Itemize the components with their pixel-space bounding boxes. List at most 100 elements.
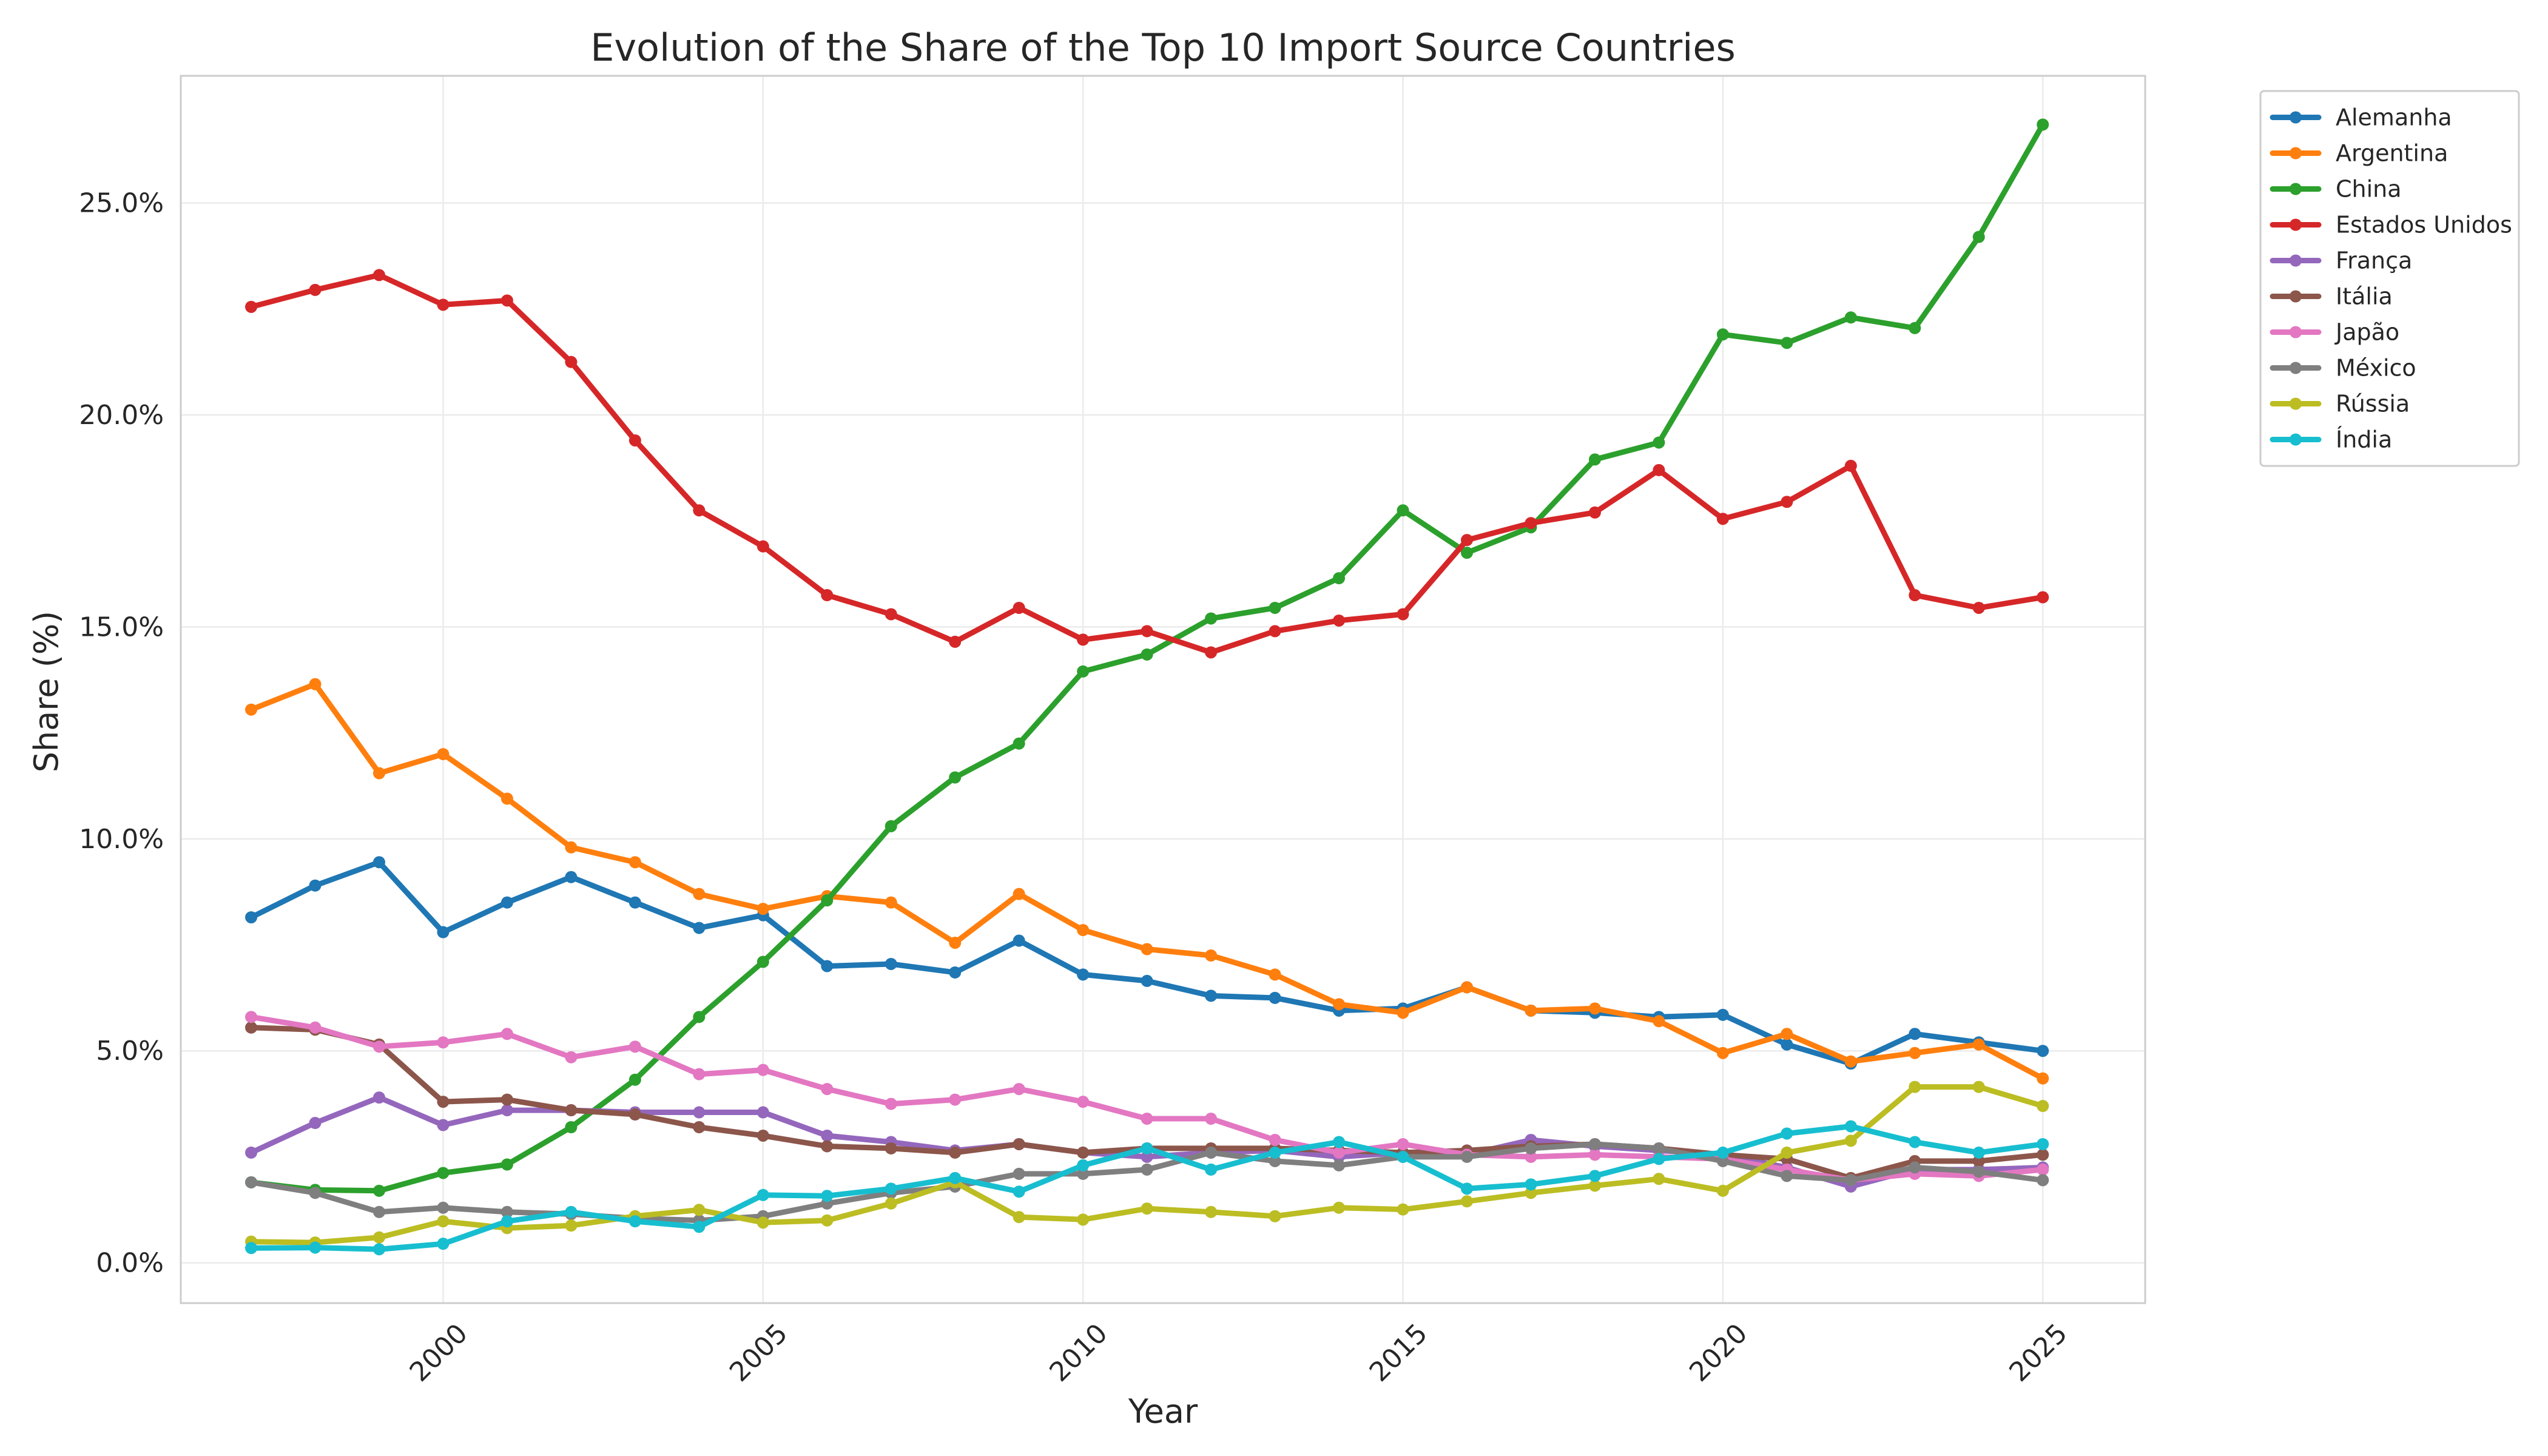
data-point xyxy=(2037,1045,2049,1057)
legend-item: Itália xyxy=(2270,283,2393,310)
data-point xyxy=(1909,1028,1921,1040)
data-point xyxy=(372,1243,385,1256)
data-point xyxy=(821,1129,834,1142)
data-point xyxy=(1653,436,1665,449)
y-tick-label: 5.0% xyxy=(96,1036,164,1067)
legend-items: Alemanha Argentina China Estados Unidos Fran… xyxy=(2270,104,2512,453)
data-point xyxy=(821,1083,834,1096)
data-point xyxy=(372,1184,385,1197)
legend-swatch-marker xyxy=(2290,254,2302,267)
data-point xyxy=(1269,1133,1281,1146)
data-point xyxy=(500,792,513,805)
chart-title: Evolution of the Share of the Top 10 Imp… xyxy=(590,25,1736,70)
data-point xyxy=(1525,1178,1537,1191)
data-point xyxy=(821,960,834,972)
data-point xyxy=(565,1219,578,1232)
data-point xyxy=(821,894,834,907)
data-point xyxy=(757,956,769,968)
data-point xyxy=(1909,1136,1921,1148)
legend-swatch-marker xyxy=(2290,218,2302,231)
data-point xyxy=(1716,1008,1729,1021)
data-point xyxy=(372,1040,385,1053)
legend-item: México xyxy=(2270,355,2416,382)
data-point xyxy=(1716,328,1729,341)
legend-swatch-marker xyxy=(2290,362,2302,374)
data-point xyxy=(245,911,258,924)
data-point xyxy=(1077,665,1090,678)
data-point xyxy=(1205,989,1218,1002)
data-point xyxy=(1013,934,1025,947)
data-point xyxy=(500,1205,513,1218)
data-point xyxy=(500,1093,513,1106)
data-point xyxy=(309,1187,322,1199)
legend-box xyxy=(2259,90,2520,467)
data-point xyxy=(309,1117,322,1130)
data-point xyxy=(1397,1203,1409,1216)
data-point xyxy=(1716,1184,1729,1197)
data-point xyxy=(1781,1038,1793,1051)
data-point xyxy=(1205,1205,1218,1218)
legend-label: Japão xyxy=(2334,319,2399,346)
data-point xyxy=(1077,1096,1090,1108)
data-point xyxy=(1653,1173,1665,1185)
data-point xyxy=(245,1011,258,1023)
data-point xyxy=(245,1176,258,1188)
data-point xyxy=(1141,1163,1153,1176)
data-point xyxy=(757,1188,769,1201)
data-point xyxy=(1781,1170,1793,1182)
data-point xyxy=(437,1201,450,1214)
data-point xyxy=(757,1063,769,1076)
data-point xyxy=(1460,1150,1473,1163)
data-point xyxy=(629,896,641,909)
legend-swatch-marker xyxy=(2290,111,2302,124)
data-point xyxy=(1972,1080,1985,1093)
data-point xyxy=(565,841,578,854)
data-point xyxy=(1077,924,1090,937)
data-point xyxy=(1013,1167,1025,1180)
data-point xyxy=(1397,608,1409,621)
data-point xyxy=(372,1231,385,1244)
data-point xyxy=(1588,1170,1601,1182)
data-point xyxy=(372,767,385,780)
data-point xyxy=(2037,1138,2049,1150)
legend-label: França xyxy=(2336,248,2412,274)
legend-item: Argentina xyxy=(2270,140,2448,167)
data-point xyxy=(629,1215,641,1228)
data-point xyxy=(309,678,322,690)
data-point xyxy=(500,1028,513,1040)
data-point xyxy=(757,903,769,915)
data-point xyxy=(309,1021,322,1034)
data-point xyxy=(693,1121,706,1134)
data-point xyxy=(1781,496,1793,508)
data-point xyxy=(885,608,897,621)
data-point xyxy=(1460,534,1473,547)
data-point xyxy=(1205,646,1218,659)
data-point xyxy=(1653,1015,1665,1028)
data-point xyxy=(757,1129,769,1142)
data-point xyxy=(1460,981,1473,994)
data-point xyxy=(1588,1148,1601,1161)
data-point xyxy=(1077,633,1090,646)
data-point xyxy=(1653,463,1665,476)
data-point xyxy=(757,540,769,553)
data-point xyxy=(500,1158,513,1171)
data-point xyxy=(1269,625,1281,638)
data-point xyxy=(693,1204,706,1216)
data-point xyxy=(1781,1028,1793,1040)
data-point xyxy=(1269,968,1281,981)
legend-item: Estados Unidos xyxy=(2270,212,2512,238)
legend-swatch-marker xyxy=(2290,290,2302,303)
data-point xyxy=(1333,1146,1346,1159)
data-point xyxy=(1141,1202,1153,1215)
data-point xyxy=(949,1171,962,1184)
data-point xyxy=(757,1216,769,1229)
data-point xyxy=(1844,1134,1857,1147)
data-point xyxy=(1844,459,1857,472)
data-point xyxy=(1077,1159,1090,1171)
data-point xyxy=(1844,1055,1857,1068)
data-point xyxy=(1525,1150,1537,1163)
data-point xyxy=(949,635,962,648)
data-point xyxy=(1909,322,1921,334)
